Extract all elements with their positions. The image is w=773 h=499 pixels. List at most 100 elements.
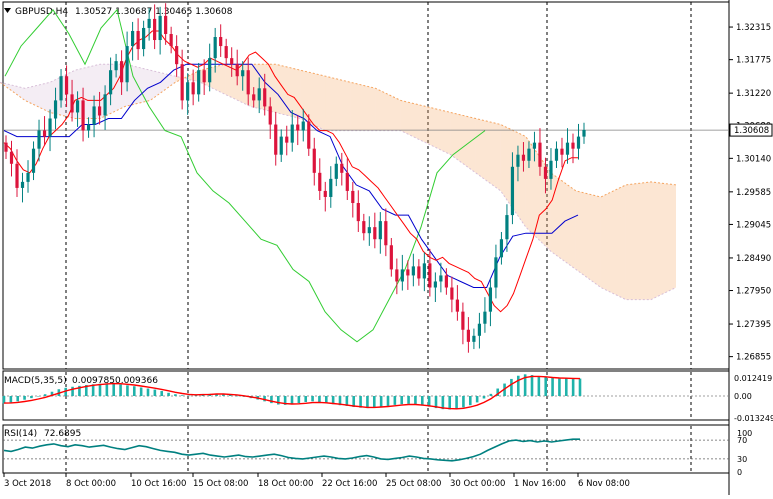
cloud-segment-17: [425, 106, 451, 155]
candle-body-81: [450, 287, 454, 300]
macd-bar-52: [359, 396, 362, 408]
macd-bar-10: [71, 386, 74, 396]
candle-body-15: [86, 124, 91, 131]
macd-bar-5: [36, 396, 40, 397]
candle-body-105: [582, 129, 586, 137]
macd-bar-74: [510, 378, 513, 396]
time-tick-label-3: 15 Oct 08:00: [193, 479, 248, 489]
macd-signal-value: 0.009366: [115, 376, 158, 386]
macd-bar-62: [427, 396, 431, 407]
candle-body-22: [125, 46, 129, 83]
time-tick-label-5: 22 Oct 16:00: [322, 479, 377, 489]
macd-bar-31: [215, 393, 218, 396]
candle-body-46: [257, 88, 261, 101]
candle-body-79: [439, 275, 443, 282]
rsi-tick-label-3: 0: [737, 468, 742, 477]
macd-bar-15: [105, 383, 109, 396]
macd-bar-77: [530, 375, 534, 396]
candle-body-100: [554, 148, 559, 161]
candle-body-1: [9, 151, 14, 164]
candle-body-21: [120, 61, 124, 83]
macd-bar-27: [187, 395, 191, 397]
cloud-segment-22: [550, 172, 576, 270]
candle-body-60: [334, 163, 338, 179]
candle-body-68: [378, 221, 382, 240]
macd-bar-79: [544, 377, 548, 396]
rsi-line: [3, 438, 580, 462]
candle-body-57: [318, 172, 322, 191]
candle-body-74: [411, 266, 415, 276]
candle-body-36: [202, 70, 206, 83]
macd-bar-1: [9, 396, 13, 403]
macd-bar-76: [523, 374, 527, 396]
cloud-segment-1: [25, 82, 51, 113]
candle-body-40: [224, 46, 228, 59]
candle-body-88: [488, 287, 493, 312]
candle-body-29: [164, 15, 168, 34]
macd-bar-71: [489, 393, 493, 396]
macd-bar-44: [304, 396, 308, 403]
candle-body-103: [571, 142, 575, 149]
macd-bar-7: [50, 391, 54, 396]
time-tick-label-2: 10 Oct 16:00: [131, 479, 186, 489]
macd-bar-45: [311, 396, 314, 402]
candle-body-51: [285, 136, 289, 143]
macd-bar-23: [160, 391, 164, 396]
price-tick-label-2: 1.31220: [736, 89, 771, 99]
symbol-label: GBPUSD,H4: [15, 7, 68, 17]
cloud-segment-8: [200, 64, 226, 95]
macd-bar-11: [78, 385, 81, 396]
candle-body-62: [345, 172, 349, 191]
cloud-segment-13: [325, 76, 351, 131]
candle-body-14: [81, 100, 85, 131]
macd-bar-40: [276, 396, 280, 405]
time-tick-label-0: 3 Oct 2018: [4, 479, 51, 489]
candle-body-11: [64, 76, 69, 95]
candle-body-10: [59, 76, 63, 101]
macd-bar-47: [324, 396, 328, 404]
candle-body-45: [252, 94, 256, 101]
candles-group: [4, 3, 586, 353]
candle-body-61: [340, 163, 344, 173]
macd-bar-2: [16, 396, 20, 402]
current-price-tag: [729, 123, 773, 137]
macd-bar-49: [338, 396, 342, 406]
candle-body-71: [395, 269, 399, 282]
cloud-segment-0: [0, 82, 26, 101]
collapse-triangle-icon[interactable]: [4, 8, 11, 13]
macd-bar-13: [91, 384, 95, 396]
candle-body-94: [521, 154, 526, 161]
candle-body-86: [477, 323, 482, 336]
senkou-a-line: [0, 63, 677, 198]
candle-body-63: [351, 190, 355, 204]
macd-bar-82: [564, 378, 568, 396]
macd-tick-label-2: -0.013249: [734, 414, 773, 423]
macd-bar-20: [139, 387, 143, 396]
macd-bar-41: [283, 396, 287, 405]
candle-body-27: [153, 18, 157, 41]
price-tick-label-4: 1.30140: [736, 154, 771, 164]
candle-body-2: [15, 163, 19, 188]
macd-bar-26: [180, 395, 184, 396]
current-price-label: 1.30608: [734, 126, 769, 136]
candle-body-47: [263, 88, 267, 107]
time-tick-label-7: 30 Oct 00:00: [450, 479, 505, 489]
candle-body-92: [510, 166, 515, 216]
candle-body-49: [274, 124, 278, 155]
macd-bar-67: [462, 396, 465, 408]
macd-bar-56: [386, 396, 390, 406]
candle-body-16: [92, 106, 96, 125]
candle-body-18: [103, 94, 107, 116]
rsi-tick-label-1: 70: [737, 436, 747, 445]
candle-body-30: [169, 33, 173, 47]
candle-body-19: [108, 70, 113, 95]
candle-body-31: [175, 46, 179, 65]
macd-bar-72: [496, 388, 500, 396]
candle-body-3: [20, 181, 25, 188]
macd-bar-6: [43, 394, 47, 396]
macd-main-value: 0.009785: [72, 376, 115, 386]
macd-bar-66: [455, 396, 458, 409]
time-tick-label-6: 25 Oct 08:00: [386, 479, 441, 489]
